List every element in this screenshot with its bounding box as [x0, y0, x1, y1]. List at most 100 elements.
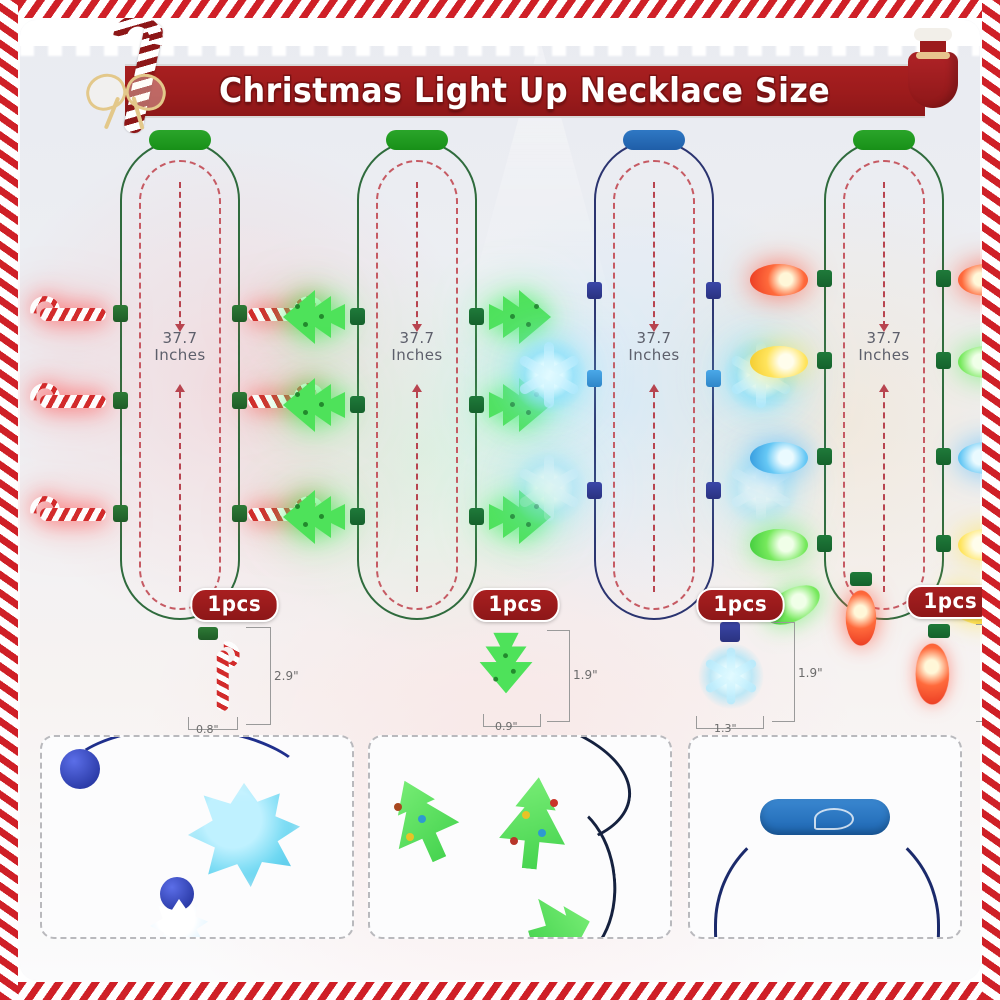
bow-loop-left — [81, 68, 131, 116]
charm-clip — [198, 627, 218, 640]
charm-clip — [232, 305, 247, 322]
bulb-charm — [742, 438, 816, 478]
candy-cane-charm — [30, 383, 108, 417]
charm-clip — [469, 508, 484, 525]
necklace-christmas-tree-necklace: 37.7 Inches 1pcs 1.9" 0.9" — [283, 130, 598, 733]
ornament-dot — [522, 811, 530, 819]
charm-clip — [113, 305, 128, 322]
snowflake-charm — [694, 642, 768, 711]
charm-clip — [706, 282, 721, 299]
ornament-dot — [538, 829, 546, 837]
measure-arrow-down — [879, 324, 889, 332]
bulb-charm — [742, 342, 816, 382]
bulb-charm — [950, 342, 1000, 382]
santa-gift-bag-icon — [904, 26, 962, 110]
charm-clip — [706, 370, 721, 387]
height-dimension-line — [976, 624, 997, 722]
quantity-badge: 1pcs — [190, 588, 279, 622]
charm-clip — [817, 535, 832, 552]
charm-clip — [350, 508, 365, 525]
charm-clip — [469, 308, 484, 325]
measure-arrow-down — [175, 324, 185, 332]
measure-arrow-down — [649, 324, 659, 332]
tree-charm — [279, 488, 351, 546]
dimension-callout: 1.9" 1.3" — [694, 622, 844, 737]
length-label: 37.7 Inches — [628, 330, 679, 364]
length-unit: Inches — [391, 346, 443, 364]
border-bottom — [0, 982, 1000, 1000]
charm-clip — [113, 505, 128, 522]
dimension-callout: 2.9" 0.8" — [180, 625, 310, 736]
measure-arrow-line-bottom — [416, 392, 418, 592]
length-value: 37.7 — [162, 329, 198, 347]
charm-clip — [936, 352, 951, 369]
necklace-switch — [623, 130, 685, 150]
height-dimension-line — [772, 622, 795, 722]
measure-arrow-up — [649, 384, 659, 392]
measure-arrow-line-bottom — [883, 392, 885, 592]
bag-fur-trim — [914, 28, 952, 41]
measure-arrow-line-top — [653, 182, 655, 327]
page-title: Christmas Light Up Necklace Size — [219, 71, 831, 111]
tree-charm — [279, 376, 351, 434]
necklace-candy-cane-necklace: 37.7 Inches 1pcs 2.9" 0.8" — [30, 130, 300, 736]
measure-arrow-line-bottom — [179, 392, 181, 592]
length-value: 37.7 — [866, 329, 902, 347]
width-dimension-line — [696, 716, 764, 729]
measurement-dashed-outline — [139, 160, 221, 610]
charm-clip — [817, 270, 832, 287]
quantity-badge: 1pcs — [906, 585, 995, 619]
measure-arrow-line-top — [883, 182, 885, 327]
width-dimension-line — [483, 714, 541, 727]
measure-arrow-line-bottom — [653, 392, 655, 592]
necklace-light-bulb-necklace: 37.7 Inches 1pcs — [750, 130, 1000, 730]
charm-clip — [720, 622, 740, 642]
measurement-dashed-outline — [613, 160, 695, 610]
measurement-dashed-outline — [376, 160, 458, 610]
measurement-dashed-outline — [843, 160, 925, 610]
ornament-dot — [394, 803, 402, 811]
measure-arrow-down — [412, 324, 422, 332]
bulb-charm — [842, 583, 880, 653]
cord-bead — [60, 749, 100, 789]
bulb-charm — [950, 525, 1000, 565]
tree-charm — [478, 627, 535, 698]
measure-arrow-up — [879, 384, 889, 392]
border-top — [0, 0, 1000, 18]
ornament-dot — [550, 799, 558, 807]
charm-clip — [817, 448, 832, 465]
ornament-dot — [510, 837, 518, 845]
height-dimension-label: 1.9" — [573, 668, 598, 682]
panel-easy-to-use: Easy to Use — [688, 735, 962, 939]
torn-paper-edge — [20, 20, 980, 46]
charm-clip — [850, 572, 872, 586]
necklace-snowflake-necklace: 37.7 Inches 1pcs 1.9" 1.3" — [511, 130, 823, 735]
ornament-dot — [418, 815, 426, 823]
bulb-charm — [911, 635, 953, 713]
border-left — [0, 0, 18, 1000]
charm-clip — [232, 392, 247, 409]
necklace-switch — [386, 130, 448, 150]
dimension-callout: 1.9" — [904, 624, 1000, 734]
charm-clip — [936, 535, 951, 552]
bulb-charm — [950, 438, 1000, 478]
bulb-charm — [742, 260, 816, 300]
length-value: 37.7 — [399, 329, 435, 347]
bulb-charm — [950, 260, 1000, 300]
width-dimension-label: 0.9" — [495, 720, 518, 733]
height-dimension-line — [246, 627, 271, 725]
candy-cane-charm — [30, 296, 108, 330]
bag-body — [908, 52, 958, 108]
charm-clip — [706, 482, 721, 499]
length-value: 37.7 — [636, 329, 672, 347]
length-unit: Inches — [628, 346, 680, 364]
feature-panels: High Quality Material Delicate Christmas… — [20, 735, 980, 980]
length-label: 37.7 Inches — [154, 330, 205, 364]
candy-cane-charm — [30, 496, 108, 530]
measure-arrow-line-top — [416, 182, 418, 327]
dimension-callout: 1.9" 0.9" — [477, 628, 617, 738]
title-banner: Christmas Light Up Necklace Size — [125, 64, 925, 118]
candy-cane-bow-icon — [81, 18, 202, 148]
charm-clip — [936, 448, 951, 465]
